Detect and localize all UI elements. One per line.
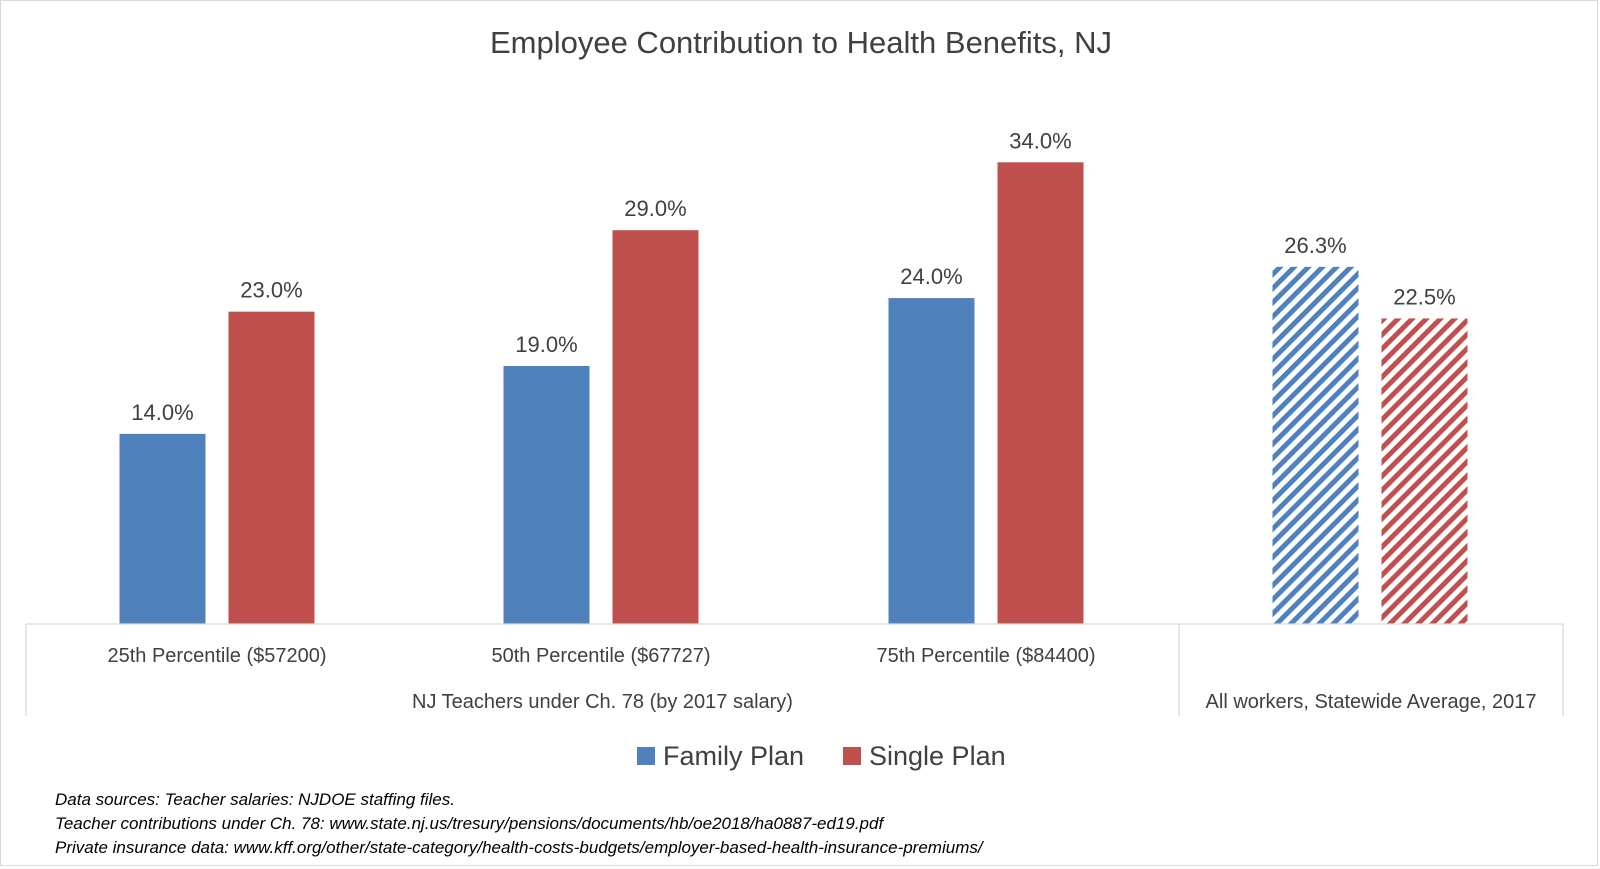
- bar-value-label: 23.0%: [240, 278, 302, 303]
- category-group-label: All workers, Statewide Average, 2017: [1206, 691, 1537, 713]
- source-line: Data sources: Teacher salaries: NJDOE st…: [55, 790, 455, 809]
- single-plan-bar: [997, 162, 1084, 624]
- category-tick-label: 50th Percentile ($67727): [491, 645, 710, 667]
- family-plan-bar: [1272, 266, 1359, 624]
- bar-value-label: 34.0%: [1009, 128, 1071, 153]
- legend-label: Single Plan: [869, 741, 1006, 771]
- single-plan-bar: [228, 311, 315, 624]
- family-plan-bar: [888, 298, 975, 624]
- legend-label: Family Plan: [663, 741, 804, 771]
- bar-value-label: 14.0%: [131, 400, 193, 425]
- bars-layer: 14.0% 19.0% 24.0% 26.3% 23.0% 29.0% 34.0% 22.5%: [119, 128, 1468, 624]
- source-line: Teacher contributions under Ch. 78: www.…: [55, 814, 884, 833]
- data-sources-note: Data sources: Teacher salaries: NJDOE st…: [55, 788, 983, 860]
- bar-value-label: 26.3%: [1284, 233, 1346, 258]
- x-axis: 25th Percentile ($57200) 50th Percentile …: [25, 623, 1564, 716]
- bar-value-label: 22.5%: [1393, 284, 1455, 309]
- source-line: Private insurance data: www.kff.org/othe…: [55, 838, 983, 857]
- family-plan-bar: [119, 433, 206, 624]
- category-tick-label: 75th Percentile ($84400): [876, 645, 1095, 667]
- single-plan-bar: [1381, 318, 1468, 624]
- bar-value-label: 24.0%: [900, 264, 962, 289]
- family-plan-bar: [503, 365, 590, 624]
- chart-title: Employee Contribution to Health Benefits…: [490, 25, 1112, 60]
- single-plan-bar: [612, 230, 699, 624]
- legend-swatch: [637, 747, 655, 765]
- legend: Family Plan Single Plan: [637, 741, 1006, 771]
- legend-swatch: [843, 747, 861, 765]
- category-tick-label: 25th Percentile ($57200): [107, 645, 326, 667]
- bar-value-label: 19.0%: [515, 332, 577, 357]
- category-group-label: NJ Teachers under Ch. 78 (by 2017 salary…: [412, 691, 793, 713]
- bar-value-label: 29.0%: [624, 196, 686, 221]
